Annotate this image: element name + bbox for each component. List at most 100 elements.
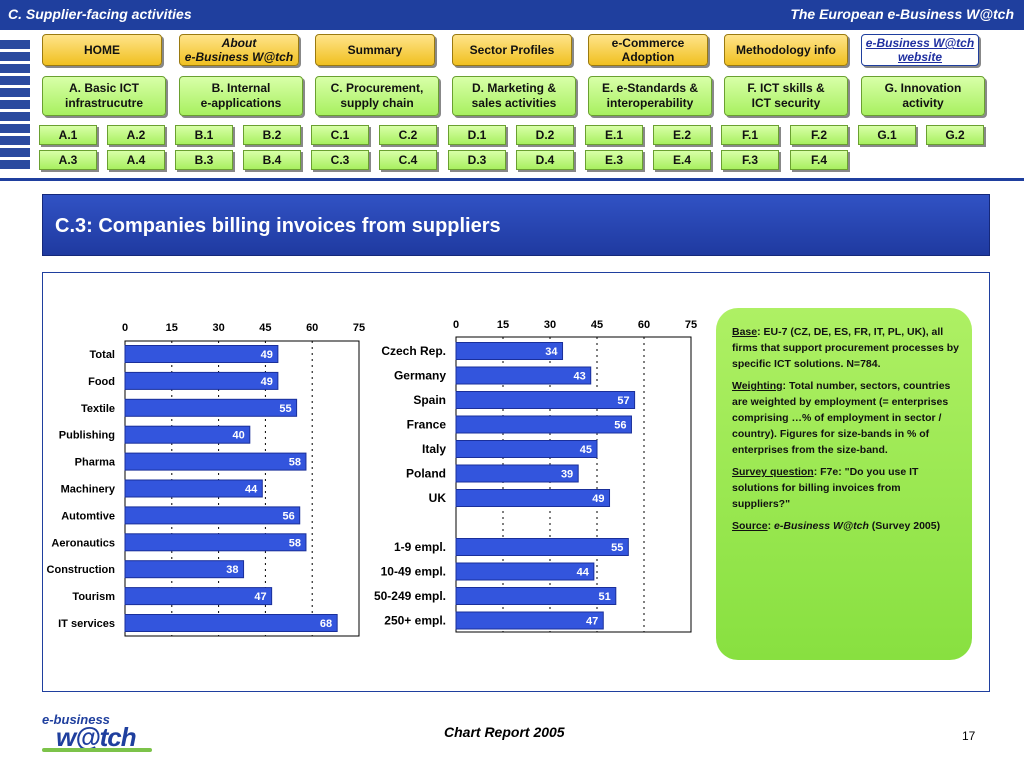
nav-stripe (0, 52, 30, 61)
bar (124, 345, 279, 363)
base-text: : EU-7 (CZ, DE, ES, FR, IT, PL, UK), all… (732, 326, 959, 370)
data-label: 47 (254, 591, 266, 603)
sub-button-e-2[interactable]: E.2 (653, 125, 711, 145)
title-banner: C.3: Companies billing invoices from sup… (42, 194, 990, 256)
nav-button-sublabel: Adoption (621, 50, 675, 64)
category-label: Tourism (72, 591, 115, 603)
nav-button-label: Summary (347, 43, 403, 57)
sub-button-b-2[interactable]: B.2 (243, 125, 301, 145)
category-label: C. Procurement, (330, 81, 424, 95)
category-button-a[interactable]: A. Basic ICT infrastrucutre (42, 76, 166, 116)
base-note: Base: EU-7 (CZ, DE, ES, FR, IT, PL, UK),… (732, 324, 960, 372)
bar (455, 415, 632, 434)
nav-button-methodology-info[interactable]: Methodology info (724, 34, 848, 66)
sub-button-e-4[interactable]: E.4 (653, 150, 711, 170)
category-label: 1-9 empl. (394, 540, 446, 554)
sub-button-g-1[interactable]: G.1 (858, 125, 916, 145)
sub-button-a-2[interactable]: A.2 (107, 125, 165, 145)
sub-button-d-3[interactable]: D.3 (448, 150, 506, 170)
data-label: 55 (279, 403, 291, 415)
sub-button-c-1[interactable]: C.1 (311, 125, 369, 145)
category-button-f[interactable]: F. ICT skills & ICT security (724, 76, 848, 116)
page-number: 17 (962, 729, 976, 743)
sub-button-a-3[interactable]: A.3 (39, 150, 97, 170)
category-button-b[interactable]: B. Internal e-applications (179, 76, 303, 116)
category-label: Poland (406, 467, 446, 481)
source-note: Source: e-Business W@tch (Survey 2005) (732, 520, 941, 532)
category-label: Aeronautics (51, 537, 115, 549)
sub-button-e-3[interactable]: E.3 (585, 150, 643, 170)
category-label: F. ICT skills & (747, 81, 825, 95)
category-button-e[interactable]: E. e-Standards & interoperability (588, 76, 712, 116)
sub-button-f-4[interactable]: F.4 (790, 150, 848, 170)
sub-button-a-4[interactable]: A.4 (107, 150, 165, 170)
source-label: Source (732, 520, 768, 532)
category-sublabel: e-applications (200, 96, 282, 110)
category-label: Total (90, 349, 115, 361)
nav-button-label: Methodology info (736, 43, 836, 57)
survey-text: : F7e: "Do you use IT solutions for bill… (732, 466, 919, 510)
bar (455, 562, 595, 581)
x-tick-label: 30 (544, 319, 556, 331)
bar (124, 479, 263, 498)
nav-button-e-business-w-tch[interactable]: e-Business W@tch website (861, 34, 979, 66)
nav-button-label: About (221, 36, 257, 50)
bar (124, 506, 301, 525)
nav-stripe (0, 148, 30, 157)
nav-button-sector-profiles[interactable]: Sector Profiles (452, 34, 572, 66)
category-button-c[interactable]: C. Procurement, supply chain (315, 76, 439, 116)
category-button-d[interactable]: D. Marketing & sales activities (452, 76, 576, 116)
category-label: Machinery (61, 484, 116, 496)
nav-button-home[interactable]: HOME (42, 34, 162, 66)
nav-stripe (0, 76, 30, 85)
sub-button-g-2[interactable]: G.2 (926, 125, 984, 145)
sub-button-d-4[interactable]: D.4 (516, 150, 574, 170)
nav-button-label: HOME (84, 43, 120, 57)
category-label: Pharma (75, 457, 116, 469)
sub-button-a-1[interactable]: A.1 (39, 125, 97, 145)
category-label: 10-49 empl. (381, 565, 446, 579)
x-tick-label: 45 (259, 322, 271, 334)
nav-stripe (0, 40, 30, 49)
data-label: 44 (577, 567, 590, 579)
category-label: Czech Rep. (381, 344, 446, 358)
category-button-g[interactable]: G. Innovation activity (861, 76, 985, 116)
sub-button-f-3[interactable]: F.3 (721, 150, 779, 170)
sub-button-f-2[interactable]: F.2 (790, 125, 848, 145)
bar (455, 464, 579, 483)
x-tick-label: 60 (638, 319, 650, 331)
data-label: 39 (561, 469, 573, 481)
sub-button-c-4[interactable]: C.4 (379, 150, 437, 170)
sub-button-c-3[interactable]: C.3 (311, 150, 369, 170)
category-label: France (407, 418, 447, 432)
sub-button-c-2[interactable]: C.2 (379, 125, 437, 145)
category-label: Automtive (61, 510, 115, 522)
sub-button-e-1[interactable]: E.1 (585, 125, 643, 145)
footer-report-title: Chart Report 2005 (444, 724, 565, 740)
bar (124, 371, 279, 390)
nav-button-sublabel: website (897, 50, 942, 64)
bar (455, 611, 604, 630)
data-label: 34 (545, 346, 558, 358)
data-label: 43 (573, 371, 585, 383)
category-label: Italy (422, 442, 446, 456)
sub-button-b-1[interactable]: B.1 (175, 125, 233, 145)
nav-button-e-commerce[interactable]: e-Commerce Adoption (588, 34, 708, 66)
category-label: Food (88, 376, 115, 388)
sub-button-b-4[interactable]: B.4 (243, 150, 301, 170)
sub-button-f-1[interactable]: F.1 (721, 125, 779, 145)
category-label: 250+ empl. (384, 614, 446, 628)
category-sublabel: interoperability (606, 96, 694, 110)
data-label: 47 (586, 616, 598, 628)
category-label: Germany (394, 369, 446, 383)
nav-button-summary[interactable]: Summary (315, 34, 435, 66)
bar (455, 366, 592, 385)
site-title: The European e-Business W@tch (790, 6, 1014, 22)
sub-button-d-2[interactable]: D.2 (516, 125, 574, 145)
bar (124, 533, 307, 552)
sub-button-d-1[interactable]: D.1 (448, 125, 506, 145)
nav-button-about[interactable]: About e-Business W@tch (179, 34, 299, 66)
sub-button-b-3[interactable]: B.3 (175, 150, 233, 170)
x-tick-label: 0 (453, 319, 459, 331)
